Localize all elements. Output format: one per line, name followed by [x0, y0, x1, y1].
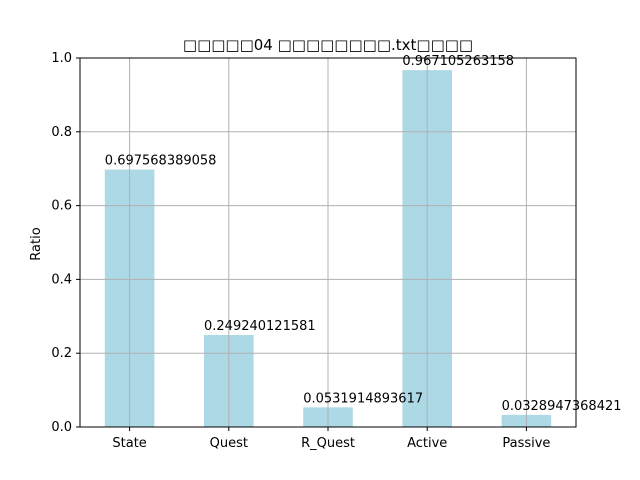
- y-tick-label: 0.8: [51, 125, 72, 140]
- axes-layer: 0.0 0.2 0.4 0.6 0.8 1.0 State Quest R_Quest Activ…: [51, 51, 577, 451]
- y-tick-label: 1.0: [51, 51, 72, 66]
- y-tick-label: 0.4: [51, 272, 72, 287]
- y-tick-label: 0.0: [51, 420, 72, 435]
- chart-title: □□□□□04 □□□□□□□□.txt□□□□: [183, 36, 473, 54]
- data-label: 0.967105263158: [402, 54, 514, 69]
- data-label: 0.0531914893617: [303, 391, 423, 406]
- x-tick-label: Quest: [210, 436, 248, 451]
- y-tick-label: 0.2: [51, 346, 72, 361]
- data-label: 0.697568389058: [105, 154, 217, 169]
- data-labels-layer: 0.697568389058 0.249240121581 0.0531914893…: [105, 54, 622, 414]
- y-tick-label: 0.6: [51, 199, 72, 214]
- y-axis-label: Ratio: [29, 227, 44, 260]
- x-tick-label: Active: [407, 436, 447, 451]
- x-tick-label: R_Quest: [301, 436, 355, 451]
- data-label: 0.249240121581: [204, 319, 316, 334]
- x-tick-label: State: [112, 436, 146, 451]
- x-tick-label: Passive: [502, 436, 550, 451]
- data-label: 0.0328947368421: [502, 399, 622, 414]
